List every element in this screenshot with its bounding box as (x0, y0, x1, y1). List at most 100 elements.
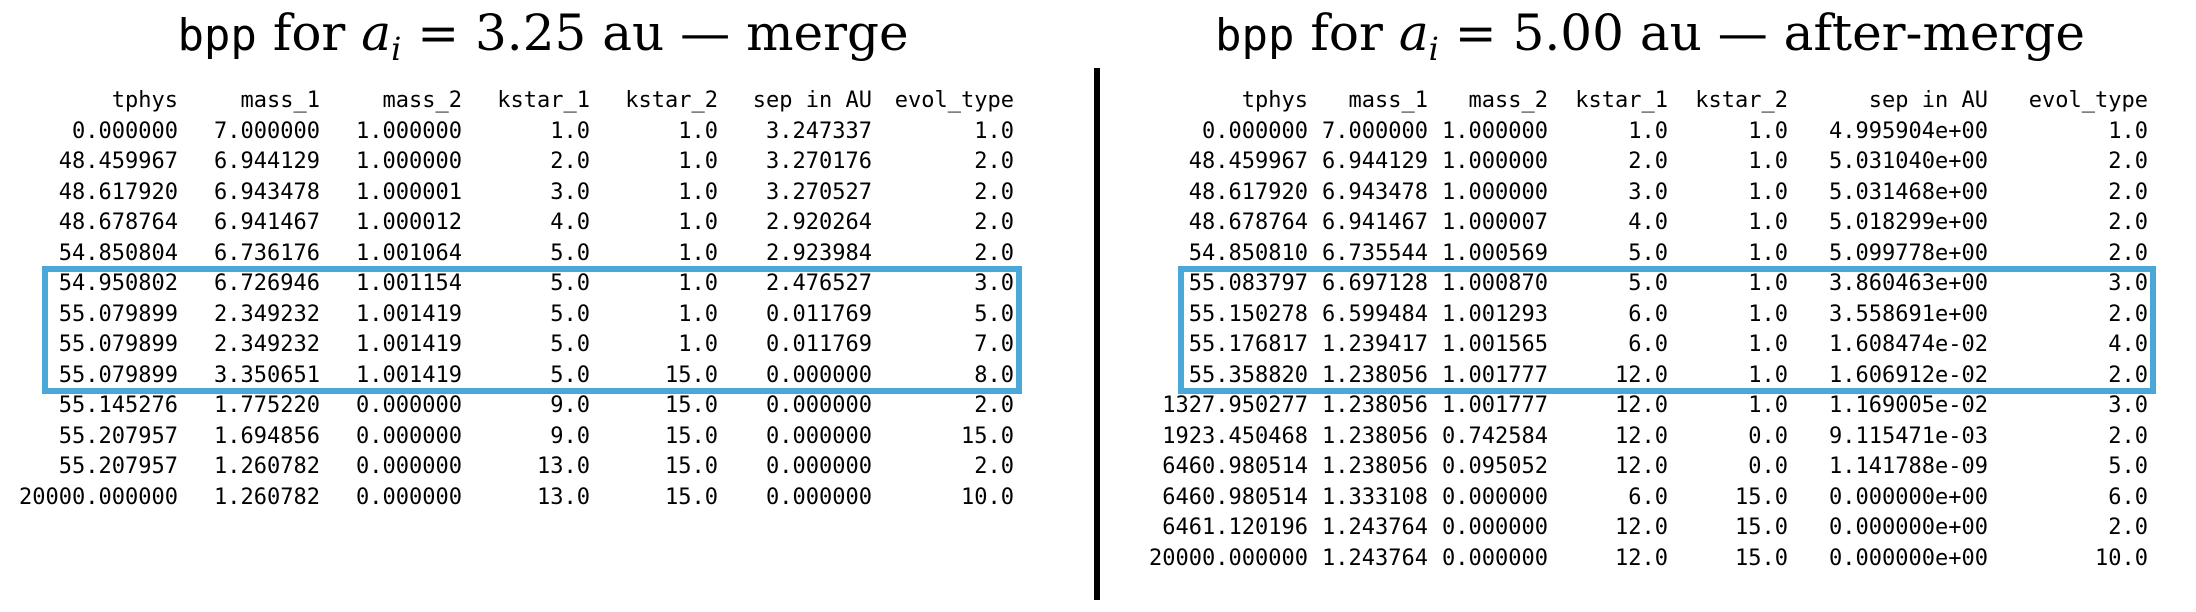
table-cell: 0.0 (1748, 454, 1788, 479)
column-header: mass_2 (1468, 88, 1548, 113)
table-cell: 2.0 (974, 240, 1014, 266)
table-cell: 8.0 (974, 362, 1014, 388)
table-cell: 0.000000e+00 (1829, 484, 1988, 510)
table-cell: 5.0 (550, 240, 590, 266)
column-header: sep in AU (1868, 88, 1988, 113)
table-row: 0.000000 7.000000 1.000000 1.0 1.0 4.995904e+… (1142, 117, 2148, 148)
table-row: 48.459967 6.944129 1.000000 2.0 1.0 5.031040e… (1142, 147, 2148, 178)
table-cell: 6.0 (1628, 484, 1668, 510)
title-prefix: for (272, 4, 346, 62)
table-cell: 55.358820 (1188, 362, 1308, 388)
table-cell: 2.923984 (766, 240, 872, 266)
table-cell: 1.000012 (356, 210, 462, 235)
table-cell: 0.000000 (356, 393, 462, 418)
table-cell: 0.0 (1748, 423, 1788, 449)
table-cell: 0.000000 (72, 118, 178, 144)
table-cell: 1.260782 (214, 454, 320, 479)
table-cell: 1923.450468 (1162, 423, 1308, 449)
table-cell: 55.079899 (58, 362, 178, 388)
table-cell: 4.995904e+00 (1829, 118, 1988, 144)
table-cell: 1.001565 (1442, 332, 1548, 357)
table-cell: 6.599484 (1322, 301, 1428, 327)
table-row: 48.617920 6.943478 1.000000 3.0 1.0 5.031468e… (1142, 178, 2148, 209)
table-cell: 6.726946 (214, 271, 320, 296)
table-cell: 1.001419 (356, 362, 462, 388)
table-cell: 1.000000 (1442, 179, 1548, 205)
table-cell: 1.169005e-02 (1829, 393, 1988, 418)
table-cell: 1.000000 (356, 149, 462, 174)
table-cell: 0.742584 (1442, 423, 1548, 449)
table-row: 6460.980514 1.238056 0.095052 12.0 0.0 1.1417… (1142, 452, 2148, 483)
table-cell: 15.0 (1735, 515, 1788, 540)
table-cell: 55.079899 (58, 332, 178, 357)
table-cell: 1.0 (1748, 179, 1788, 205)
table-cell: 9.115471e-03 (1829, 423, 1988, 449)
title-code: bpp (1215, 10, 1295, 61)
table-cell: 6.0 (1628, 332, 1668, 357)
table-cell: 6461.120196 (1162, 515, 1308, 540)
table-cell: 0.000000e+00 (1829, 545, 1988, 571)
table-cell: 48.617920 (58, 179, 178, 205)
table-cell: 1.0 (678, 332, 718, 357)
table-cell: 1.000870 (1442, 271, 1548, 296)
table-cell: 1.694856 (214, 423, 320, 449)
table-cell: 12.0 (1615, 545, 1668, 571)
table-cell: 0.000000 (356, 454, 462, 479)
table-cell: 5.0 (550, 301, 590, 327)
table-cell: 55.207957 (58, 423, 178, 449)
table-row: 55.145276 1.775220 0.000000 9.0 15.0 0.000000… (6, 391, 1014, 422)
table-cell: 1.0 (2108, 118, 2148, 144)
table-cell: 1.0 (678, 301, 718, 327)
column-header: sep in AU (752, 88, 872, 113)
table-cell: 1.000007 (1442, 210, 1548, 235)
table-cell: 10.0 (961, 484, 1014, 510)
table-cell: 1.0 (678, 240, 718, 266)
table-cell: 6.697128 (1322, 271, 1428, 296)
table-cell: 3.0 (2108, 271, 2148, 296)
table-row: 48.459967 6.944129 1.000000 2.0 1.0 3.270176 2… (6, 147, 1014, 178)
table-row: 48.678764 6.941467 1.000012 4.0 1.0 2.920264 2… (6, 208, 1014, 239)
table-cell: 54.850804 (58, 240, 178, 266)
table-row: 54.950802 6.726946 1.001154 5.0 1.0 2.476527 3… (6, 269, 1014, 300)
table-cell: 4.0 (1628, 210, 1668, 235)
table-cell: 0.000000 (1202, 118, 1308, 144)
table-cell: 1.260782 (214, 484, 320, 510)
table-cell: 0.011769 (766, 301, 872, 327)
table-cell: 1.239417 (1322, 332, 1428, 357)
table-row: 55.176817 1.239417 1.001565 6.0 1.0 1.608474e… (1142, 330, 2148, 361)
table-cell: 55.150278 (1188, 301, 1308, 327)
table-cell: 0.000000 (1442, 515, 1548, 540)
table-cell: 6.0 (1628, 301, 1668, 327)
table-cell: 2.0 (2108, 149, 2148, 174)
table-cell: 15.0 (961, 423, 1014, 449)
table-cell: 7.000000 (214, 118, 320, 144)
table-row: 55.079899 2.349232 1.001419 5.0 1.0 0.011769 7… (6, 330, 1014, 361)
table-cell: 13.0 (537, 454, 590, 479)
table-cell: 2.0 (2108, 301, 2148, 327)
table-cell: 9.0 (550, 393, 590, 418)
table-cell: 1.775220 (214, 393, 320, 418)
table-cell: 2.0 (2108, 240, 2148, 266)
table-cell: 1.001777 (1442, 362, 1548, 388)
table-cell: 3.558691e+00 (1829, 301, 1988, 327)
table-row: 6460.980514 1.333108 0.000000 6.0 15.0 0.0000… (1142, 483, 2148, 514)
table-cell: 2.0 (974, 454, 1014, 479)
table-cell: 1.0 (1748, 393, 1788, 418)
bpp-table: tphys mass_1 mass_2 kstar_1 kstar_2 sep in AU… (6, 86, 1014, 513)
table-cell: 5.0 (1628, 271, 1668, 296)
table-row: 0.000000 7.000000 1.000000 1.0 1.0 3.247337 1.… (6, 117, 1014, 148)
table-cell: 55.145276 (58, 393, 178, 418)
table-cell: 1327.950277 (1162, 393, 1308, 418)
title-equals: = 5.00 (1454, 4, 1624, 62)
table-cell: 1.0 (678, 271, 718, 296)
table-cell: 0.000000 (766, 484, 872, 510)
table-row: 1923.450468 1.238056 0.742584 12.0 0.0 9.1154… (1142, 422, 2148, 453)
table-cell: 1.001293 (1442, 301, 1548, 327)
table-cell: 10.0 (2095, 545, 2148, 571)
table-row: 54.850804 6.736176 1.001064 5.0 1.0 2.923984 2… (6, 239, 1014, 270)
table-cell: 6460.980514 (1162, 484, 1308, 510)
table-cell: 6.736176 (214, 240, 320, 266)
table-cell: 1.243764 (1322, 515, 1428, 540)
table-cell: 1.0 (678, 210, 718, 235)
column-header: mass_1 (240, 88, 320, 113)
